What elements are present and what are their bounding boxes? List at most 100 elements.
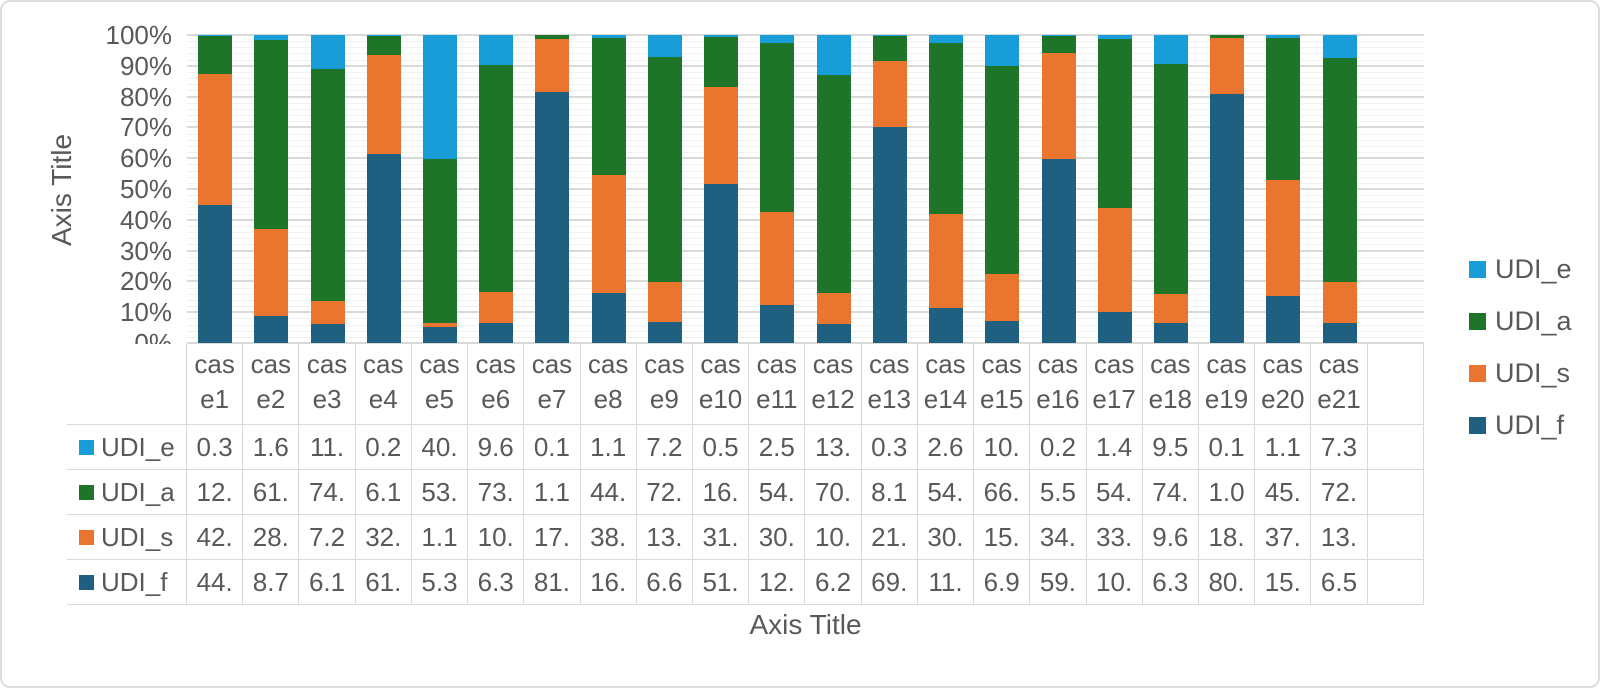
bar-segment-UDI_s[interactable] [198,73,233,206]
bar-segment-UDI_s[interactable] [1210,38,1245,95]
bar-segment-UDI_s[interactable] [366,54,401,154]
bar-segment-UDI_f[interactable] [198,205,233,343]
bar-segment-UDI_s[interactable] [760,211,795,306]
bar-segment-UDI_a[interactable] [929,43,964,214]
bar-segment-UDI_a[interactable] [1097,39,1132,209]
legend-item-UDI_s[interactable]: UDI_s [1469,358,1572,388]
bar-segment-UDI_f[interactable] [760,305,795,343]
bar-segment-UDI_f[interactable] [310,323,345,343]
bar-segment-UDI_a[interactable] [872,35,907,62]
bar-segment-UDI_f[interactable] [704,183,739,343]
minor-gridline [187,164,1424,166]
bar-segment-UDI_f[interactable] [535,91,570,343]
bar-segment-UDI_s[interactable] [647,281,682,323]
table-value-cell: 15. [974,515,1031,560]
bar-segment-UDI_s[interactable] [1153,293,1188,324]
bar-segment-UDI_f[interactable] [1041,158,1076,343]
bar-segment-UDI_a[interactable] [647,57,682,282]
bar-segment-UDI_f[interactable] [872,127,907,343]
bar-segment-UDI_s[interactable] [704,86,739,184]
bar-case11 [760,35,795,343]
bar-segment-UDI_a[interactable] [423,158,458,324]
bar-segment-UDI_e[interactable] [985,35,1020,67]
bar-segment-UDI_f[interactable] [366,153,401,343]
bar-segment-UDI_f[interactable] [1210,94,1245,343]
bar-segment-UDI_s[interactable] [985,274,1020,322]
y-tick-label: 80% [119,81,172,112]
bar-segment-UDI_e[interactable] [704,35,739,37]
legend-item-UDI_f[interactable]: UDI_f [1469,410,1572,440]
bar-segment-UDI_f[interactable] [929,308,964,343]
bar-segment-UDI_a[interactable] [591,38,626,176]
bar-segment-UDI_s[interactable] [254,229,289,317]
bar-segment-UDI_f[interactable] [254,316,289,343]
bar-segment-UDI_s[interactable] [1322,282,1357,323]
bar-segment-UDI_e[interactable] [366,35,401,36]
bar-segment-UDI_a[interactable] [1153,64,1188,294]
bar-segment-UDI_f[interactable] [985,321,1020,343]
bar-segment-UDI_a[interactable] [704,36,739,87]
bar-segment-UDI_e[interactable] [816,35,851,76]
bar-segment-UDI_e[interactable] [479,35,514,65]
bar-segment-UDI_a[interactable] [1210,35,1245,39]
bar-segment-UDI_a[interactable] [254,39,289,230]
bar-segment-UDI_f[interactable] [1153,323,1188,343]
bar-segment-UDI_s[interactable] [423,323,458,327]
table-value-cell: 54. [917,470,975,515]
bar-segment-UDI_s[interactable] [310,301,345,324]
bar-segment-UDI_f[interactable] [647,322,682,343]
table-value-cell: 10. [468,515,525,560]
bar-segment-UDI_a[interactable] [535,35,570,39]
table-value-cell: 38. [580,515,637,560]
bar-segment-UDI_s[interactable] [1097,208,1132,312]
bar-segment-UDI_a[interactable] [760,42,795,212]
bar-segment-UDI_a[interactable] [1041,35,1076,53]
bar-segment-UDI_s[interactable] [591,175,626,294]
bar-segment-UDI_f[interactable] [423,326,458,343]
bar-segment-UDI_e[interactable] [760,35,795,43]
plot-area [187,34,1424,344]
bar-segment-UDI_e[interactable] [872,35,907,36]
bar-segment-UDI_f[interactable] [479,323,514,343]
bar-segment-UDI_e[interactable] [310,35,345,70]
bar-segment-UDI_e[interactable] [591,35,626,39]
bar-segment-UDI_e[interactable] [1097,35,1132,40]
bar-segment-UDI_s[interactable] [929,213,964,309]
bar-segment-UDI_a[interactable] [1266,38,1301,180]
bar-segment-UDI_a[interactable] [985,66,1020,275]
bar-segment-UDI_e[interactable] [254,35,289,40]
bar-segment-UDI_a[interactable] [816,75,851,293]
table-value-cell: 6.3 [468,560,525,605]
bar-segment-UDI_a[interactable] [479,64,514,293]
bar-segment-UDI_f[interactable] [1322,322,1357,343]
legend-item-UDI_e[interactable]: UDI_e [1469,254,1572,284]
bar-segment-UDI_f[interactable] [591,293,626,343]
bar-segment-UDI_s[interactable] [535,38,570,92]
bar-case19 [1210,35,1245,343]
bar-segment-UDI_s[interactable] [872,61,907,128]
bar-segment-UDI_e[interactable] [198,35,233,36]
bar-segment-UDI_e[interactable] [423,35,458,159]
category-label-case16: cas e16 [1030,344,1087,425]
bar-segment-UDI_e[interactable] [1322,35,1357,58]
bar-segment-UDI_s[interactable] [816,292,851,324]
bar-segment-UDI_e[interactable] [1153,35,1188,65]
bar-segment-UDI_a[interactable] [1322,57,1357,283]
bar-segment-UDI_a[interactable] [198,35,233,74]
bar-segment-UDI_f[interactable] [1266,295,1301,343]
bar-segment-UDI_e[interactable] [1041,35,1076,36]
legend-item-UDI_a[interactable]: UDI_a [1469,306,1572,336]
bar-segment-UDI_s[interactable] [479,292,514,324]
bar-segment-UDI_s[interactable] [1266,179,1301,296]
bar-segment-UDI_s[interactable] [1041,52,1076,159]
category-label-line2: e19 [1204,384,1249,414]
bar-segment-UDI_f[interactable] [816,323,851,343]
bar-segment-UDI_e[interactable] [929,35,964,44]
bar-segment-UDI_e[interactable] [647,35,682,58]
bar-segment-UDI_a[interactable] [310,69,345,302]
table-value-cell: 69. [861,560,918,605]
bar-segment-UDI_e[interactable] [1266,35,1301,39]
bar-segment-UDI_f[interactable] [1097,311,1132,343]
bar-segment-UDI_a[interactable] [366,35,401,55]
